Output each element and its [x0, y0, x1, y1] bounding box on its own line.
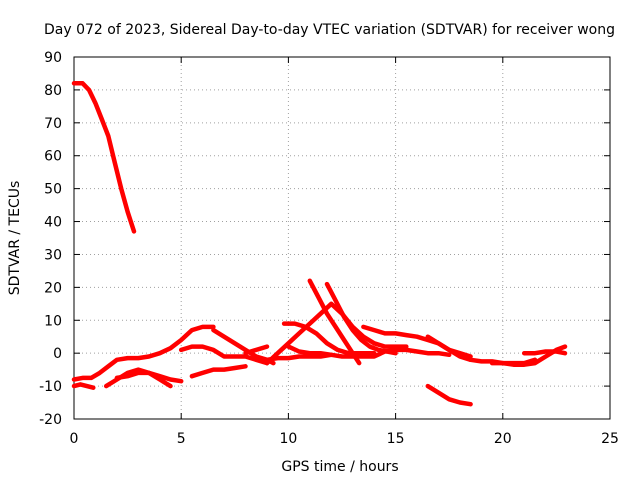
x-tick-label: 15	[387, 431, 405, 447]
y-tick-label: 40	[44, 215, 62, 231]
series-arc-3	[71, 382, 96, 390]
x-tick-label: 0	[70, 431, 79, 447]
chart-title: Day 072 of 2023, Sidereal Day-to-day VTE…	[44, 22, 615, 38]
x-tick-labels: 0 5 10 15 20 25	[70, 431, 619, 447]
series-arc-7	[189, 364, 248, 379]
series-arc-13	[281, 321, 377, 356]
series-arc-10	[264, 352, 334, 363]
x-axis-label: GPS time / hours	[281, 459, 398, 475]
x-tick-label: 5	[177, 431, 186, 447]
plot-frame	[73, 56, 611, 420]
y-tick-label: -20	[39, 412, 62, 428]
series-arc-14	[307, 278, 362, 366]
x-tick-label: 10	[279, 431, 297, 447]
series-arc-21	[521, 349, 568, 356]
y-tick-label: 60	[44, 149, 62, 165]
series-arc-17	[425, 334, 473, 359]
data-series	[71, 81, 568, 407]
series-arc-12	[286, 344, 452, 359]
series-arc-2	[71, 324, 216, 382]
y-axis-label: SDTVAR / TECUs	[7, 181, 23, 296]
y-tick-label: 90	[44, 50, 62, 66]
y-tick-labels: -20 -10 0 10 20 30 40 50 60 70 80 90	[39, 50, 62, 428]
series-arc-15	[324, 281, 398, 356]
series-arc-18	[425, 383, 473, 407]
series-arc-6	[178, 344, 270, 366]
x-tick-label: 25	[601, 431, 619, 447]
y-tick-label: 30	[44, 247, 62, 263]
y-tick-label: 20	[44, 280, 62, 296]
series-arc-11	[264, 301, 409, 366]
y-tick-label: 10	[44, 313, 62, 329]
y-tick-label: 70	[44, 116, 62, 132]
series-arc-1	[71, 81, 137, 234]
y-tick-label: 50	[44, 182, 62, 198]
y-tick-label: 0	[53, 346, 62, 362]
y-tick-label: 80	[44, 83, 62, 99]
x-tick-label: 20	[494, 431, 512, 447]
y-tick-label: -10	[39, 379, 62, 395]
axis-ticks	[73, 56, 611, 420]
series-arc-5	[114, 370, 184, 384]
series-arc-9	[243, 344, 270, 356]
